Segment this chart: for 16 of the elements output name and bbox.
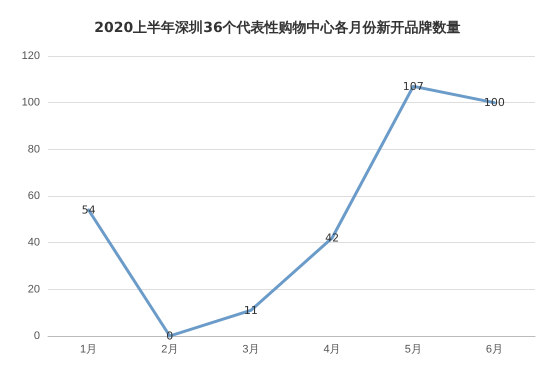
y-tick-label: 40	[28, 236, 40, 249]
y-tick-label: 80	[28, 143, 40, 156]
x-tick-label: 2月	[161, 344, 178, 356]
data-label: 100	[484, 96, 505, 110]
x-tick-label: 6月	[486, 344, 503, 356]
chart-title: 2020上半年深圳36个代表性购物中心各月份新开品牌数量	[94, 19, 461, 36]
x-tick-label: 3月	[242, 344, 260, 356]
data-label: 54	[82, 204, 96, 216]
x-tick-label: 5月	[404, 344, 422, 356]
x-tick-label: 4月	[324, 344, 341, 356]
y-tick-label: 0	[34, 330, 40, 342]
y-tick-label: 20	[28, 283, 40, 296]
y-tick-label: 120	[22, 50, 40, 62]
y-tick-label: 100	[22, 96, 40, 109]
x-tick-label: 1月	[80, 344, 98, 356]
y-tick-label: 60	[28, 190, 40, 202]
